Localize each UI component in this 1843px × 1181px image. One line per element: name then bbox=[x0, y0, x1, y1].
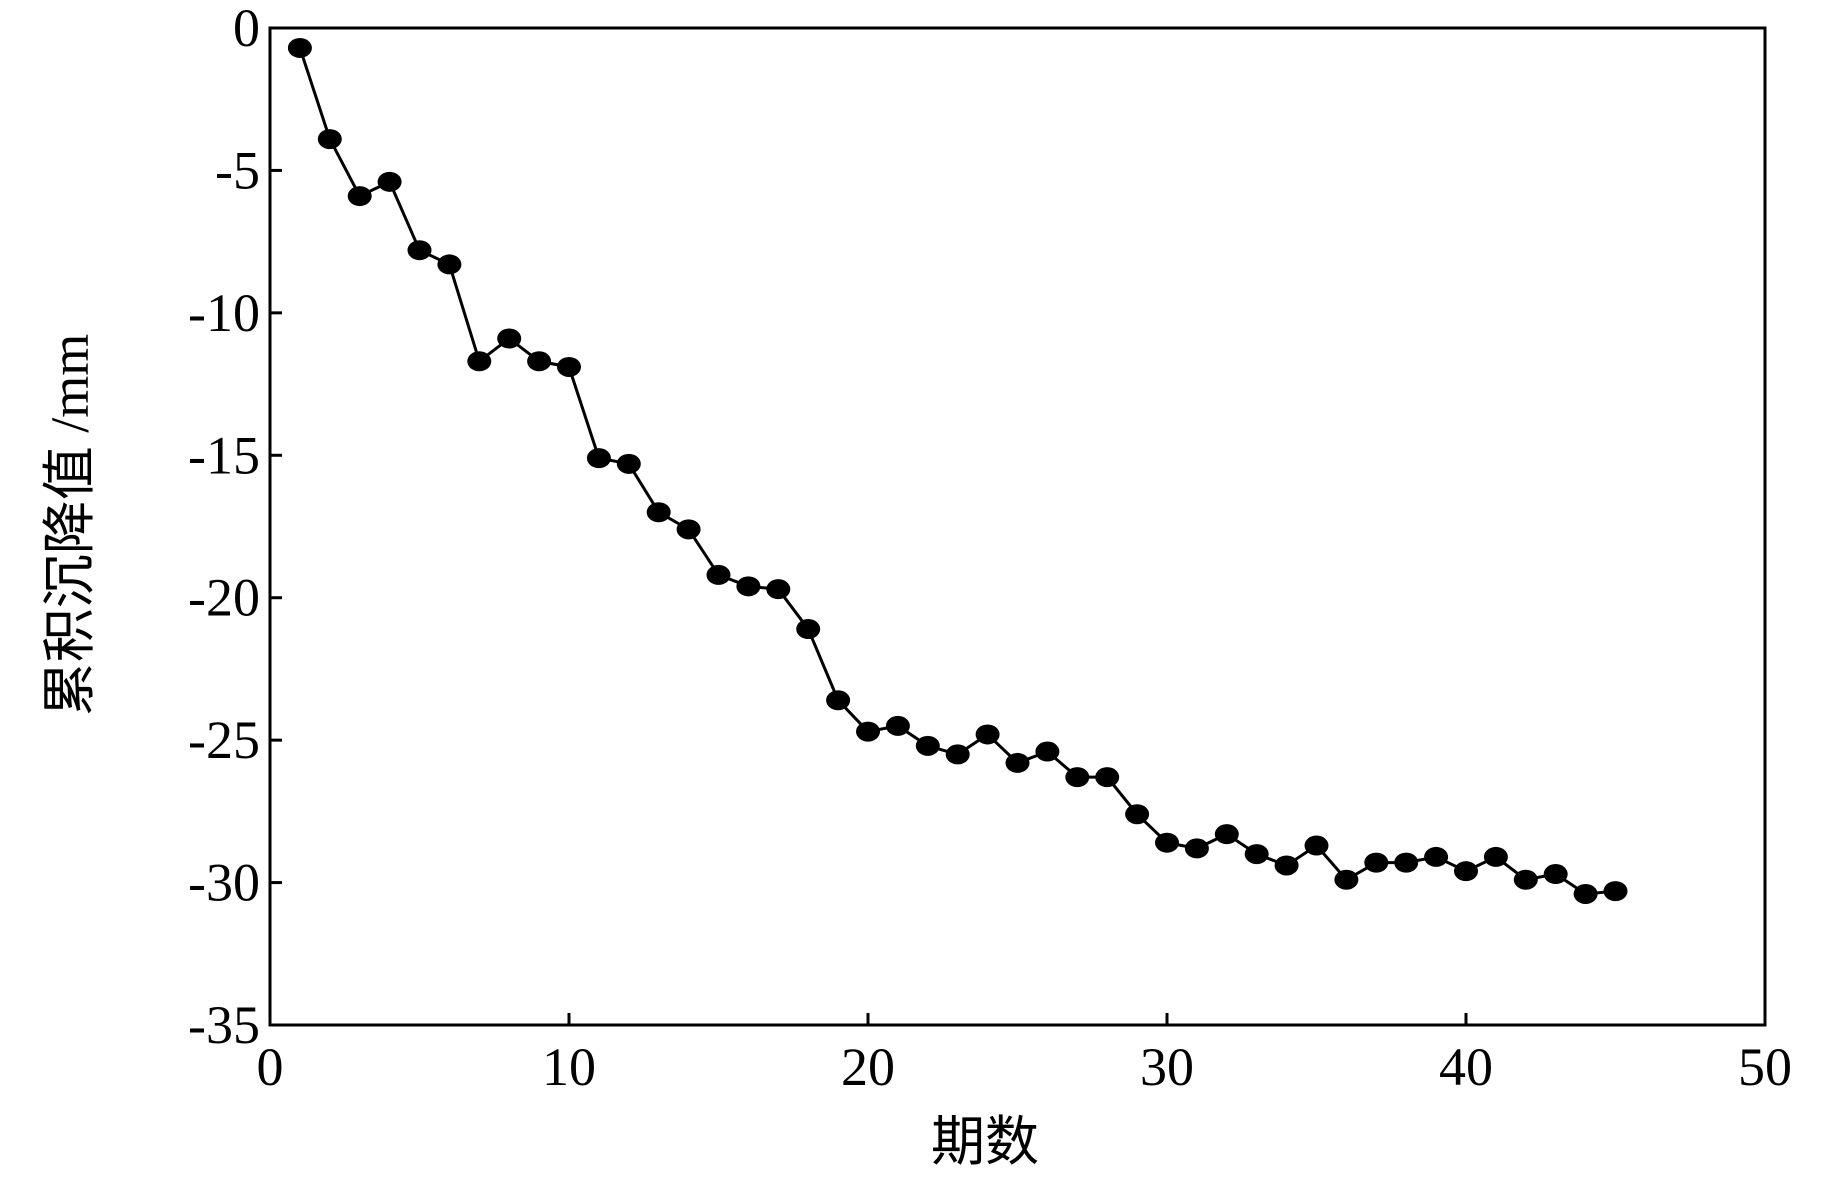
y-axis-label: 累积沉降值 /mm bbox=[40, 334, 100, 717]
marker bbox=[1364, 852, 1389, 873]
x-tick-label: 30 bbox=[1140, 1037, 1194, 1097]
marker bbox=[616, 453, 641, 474]
marker bbox=[497, 328, 522, 349]
marker bbox=[407, 240, 432, 261]
x-tick-label: 0 bbox=[257, 1037, 284, 1097]
marker bbox=[1184, 838, 1209, 859]
marker bbox=[586, 448, 611, 469]
marker bbox=[766, 579, 791, 600]
marker bbox=[1483, 846, 1508, 867]
line bbox=[298, 47, 1616, 896]
marker bbox=[975, 724, 1000, 745]
y-tick-label: -35 bbox=[188, 995, 260, 1055]
marker bbox=[377, 171, 402, 192]
marker bbox=[1035, 741, 1060, 762]
marker bbox=[1125, 804, 1150, 825]
x-axis-label: 期数 bbox=[931, 1112, 1039, 1172]
marker bbox=[915, 735, 940, 756]
marker bbox=[317, 129, 342, 150]
marker bbox=[287, 37, 312, 58]
marker bbox=[1513, 869, 1538, 890]
marker bbox=[885, 715, 910, 736]
marker bbox=[1304, 835, 1329, 856]
marker bbox=[676, 519, 701, 540]
x-tick-label: 20 bbox=[841, 1037, 895, 1097]
marker bbox=[1244, 844, 1269, 865]
marker bbox=[527, 351, 552, 372]
marker bbox=[1214, 824, 1239, 845]
marker bbox=[1065, 767, 1090, 788]
x-tick-label: 40 bbox=[1439, 1037, 1493, 1097]
marker bbox=[1603, 881, 1628, 902]
marker bbox=[945, 744, 970, 765]
marker bbox=[1334, 869, 1359, 890]
y-tick-label: -20 bbox=[188, 568, 260, 628]
marker bbox=[856, 721, 880, 742]
marker bbox=[736, 576, 761, 597]
marker bbox=[1424, 846, 1449, 867]
x-tick-label: 50 bbox=[1738, 1037, 1792, 1097]
marker bbox=[437, 254, 462, 275]
marker bbox=[706, 564, 731, 585]
plot-frame bbox=[268, 26, 1767, 1027]
marker bbox=[1005, 752, 1030, 773]
marker bbox=[557, 356, 581, 377]
y-tick-label: -25 bbox=[188, 710, 260, 770]
y-tick-label: -5 bbox=[215, 140, 260, 200]
marker bbox=[1543, 864, 1568, 885]
marker bbox=[826, 690, 851, 711]
marker bbox=[796, 619, 821, 640]
marker bbox=[347, 186, 372, 207]
x-tick-label: 10 bbox=[542, 1037, 596, 1097]
marker bbox=[1095, 767, 1120, 788]
y-tick-label: -30 bbox=[188, 853, 260, 913]
marker bbox=[1394, 852, 1419, 873]
marker bbox=[646, 502, 671, 523]
y-tick-label: 0 bbox=[233, 0, 260, 58]
y-tick-label: -15 bbox=[188, 425, 260, 485]
marker bbox=[1454, 861, 1478, 882]
marker bbox=[1573, 883, 1598, 904]
marker bbox=[1274, 855, 1299, 876]
marker bbox=[467, 351, 492, 372]
y-tick-label: -10 bbox=[188, 283, 260, 343]
marker bbox=[1155, 832, 1179, 853]
